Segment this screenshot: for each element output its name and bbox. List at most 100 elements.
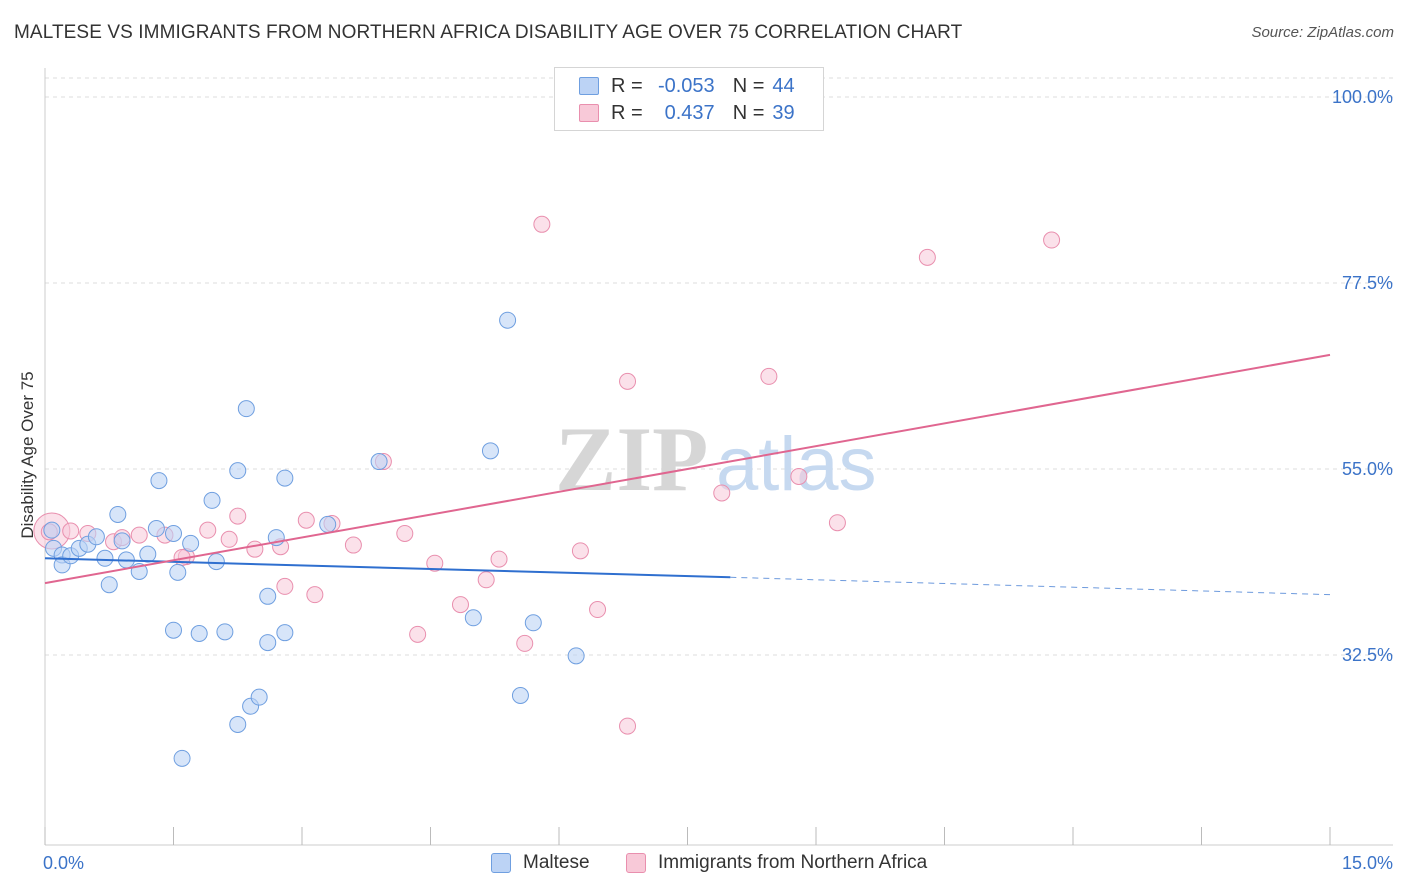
legend-label-maltese: Maltese [523,852,590,873]
point-maltese [229,462,247,480]
point-maltese [150,472,168,490]
legend-n-label: N = [732,74,765,97]
point-immigrants [199,521,217,539]
point-maltese [481,442,499,460]
y-tick-label: 55.0% [1342,459,1393,479]
point-immigrants [760,367,778,385]
y-tick-label: 32.5% [1342,645,1393,665]
legend-swatch-pink [579,104,599,122]
legend-item-immigrants: Immigrants from Northern Africa [626,852,927,874]
point-maltese [207,553,225,571]
point-maltese [524,614,542,632]
point-immigrants [619,717,637,735]
point-immigrants [344,536,362,554]
watermark: ZIP atlas [555,408,877,510]
legend-label-immigrants: Immigrants from Northern Africa [658,852,928,873]
point-maltese [43,521,61,539]
legend-item-maltese: Maltese [491,852,590,874]
legend-r-value: -0.053 [657,74,715,97]
point-immigrants [828,514,846,532]
legend-swatch-immigrants [626,853,646,873]
point-maltese [511,687,529,705]
legend-swatch-blue [579,77,599,95]
point-maltese [182,534,200,552]
point-maltese [165,621,182,639]
point-immigrants [451,596,469,614]
trend-lines [44,353,1331,596]
watermark-zip: ZIP [555,408,708,510]
legend-n-value: 44 [772,74,795,97]
point-maltese [87,528,105,546]
point-immigrants [297,511,315,529]
point-maltese [147,520,165,538]
x-tick-label: 0.0% [43,853,84,873]
point-maltese [139,545,157,563]
legend-row-immigrants: R = 0.437 N = 39 [579,101,795,125]
point-maltese [216,623,234,641]
point-maltese [259,634,277,652]
point-maltese [96,549,114,567]
point-immigrants [918,248,936,266]
point-maltese [276,624,294,642]
watermark-atlas: atlas [716,422,877,507]
y-tick-label: 77.5% [1342,273,1393,293]
point-immigrants [409,625,427,643]
point-immigrants [62,522,80,540]
axes: 32.5% 55.0% 77.5% 100.0% 0.0% 15.0% [43,68,1393,873]
y-axis-label: Disability Age Over 75 [18,371,37,538]
y-tick-label: 100.0% [1332,87,1393,107]
point-maltese [229,715,247,733]
point-immigrants [533,215,551,233]
series-legend: Maltese Immigrants from Northern Africa [0,852,1406,876]
point-maltese [370,453,388,471]
point-immigrants [589,601,607,619]
point-immigrants [130,526,148,544]
point-maltese [499,311,517,329]
points-immigrants-northern-africa [33,215,1061,735]
trend-line-immigrants [44,353,1331,585]
point-maltese [113,532,131,550]
point-immigrants [276,577,294,595]
point-maltese [250,688,268,706]
x-tick-label: 15.0% [1342,853,1393,873]
point-maltese [190,625,208,643]
point-immigrants [229,507,247,525]
point-maltese [169,563,187,581]
source-label: Source: ZipAtlas.com [1251,24,1394,41]
point-immigrants [306,586,324,604]
points-maltese [43,311,585,767]
point-immigrants [619,372,637,390]
point-maltese [237,400,255,418]
legend-row-maltese: R = -0.053 N = 44 [579,74,795,98]
point-immigrants [477,571,495,589]
point-immigrants [571,542,589,560]
gridlines [45,77,1393,656]
point-immigrants [220,530,238,548]
point-immigrants [426,554,444,572]
point-immigrants [1043,231,1061,249]
legend-n-label: N = [732,101,765,124]
point-maltese [165,524,182,542]
legend-swatch-maltese [491,853,511,873]
legend-r-label: R = [611,74,643,97]
point-immigrants [713,484,731,502]
chart-title: MALTESE VS IMMIGRANTS FROM NORTHERN AFRI… [14,22,963,43]
point-maltese [259,587,277,605]
legend-n-value: 39 [772,101,795,124]
point-immigrants [490,550,508,568]
point-maltese [203,491,221,509]
point-maltese [464,609,482,627]
point-maltese [173,749,191,767]
point-immigrants [396,524,414,542]
legend-r-value: 0.437 [664,101,715,124]
trend-line-maltese-extension [730,576,1331,596]
correlation-legend: R = -0.053 N = 44 R = 0.437 N = 39 [554,67,824,131]
point-immigrants [246,540,264,558]
point-maltese [276,469,294,487]
trend-line-maltese [44,557,731,579]
legend-r-label: R = [611,101,643,124]
point-maltese [567,647,585,665]
point-maltese [319,515,337,533]
point-maltese [109,505,127,523]
